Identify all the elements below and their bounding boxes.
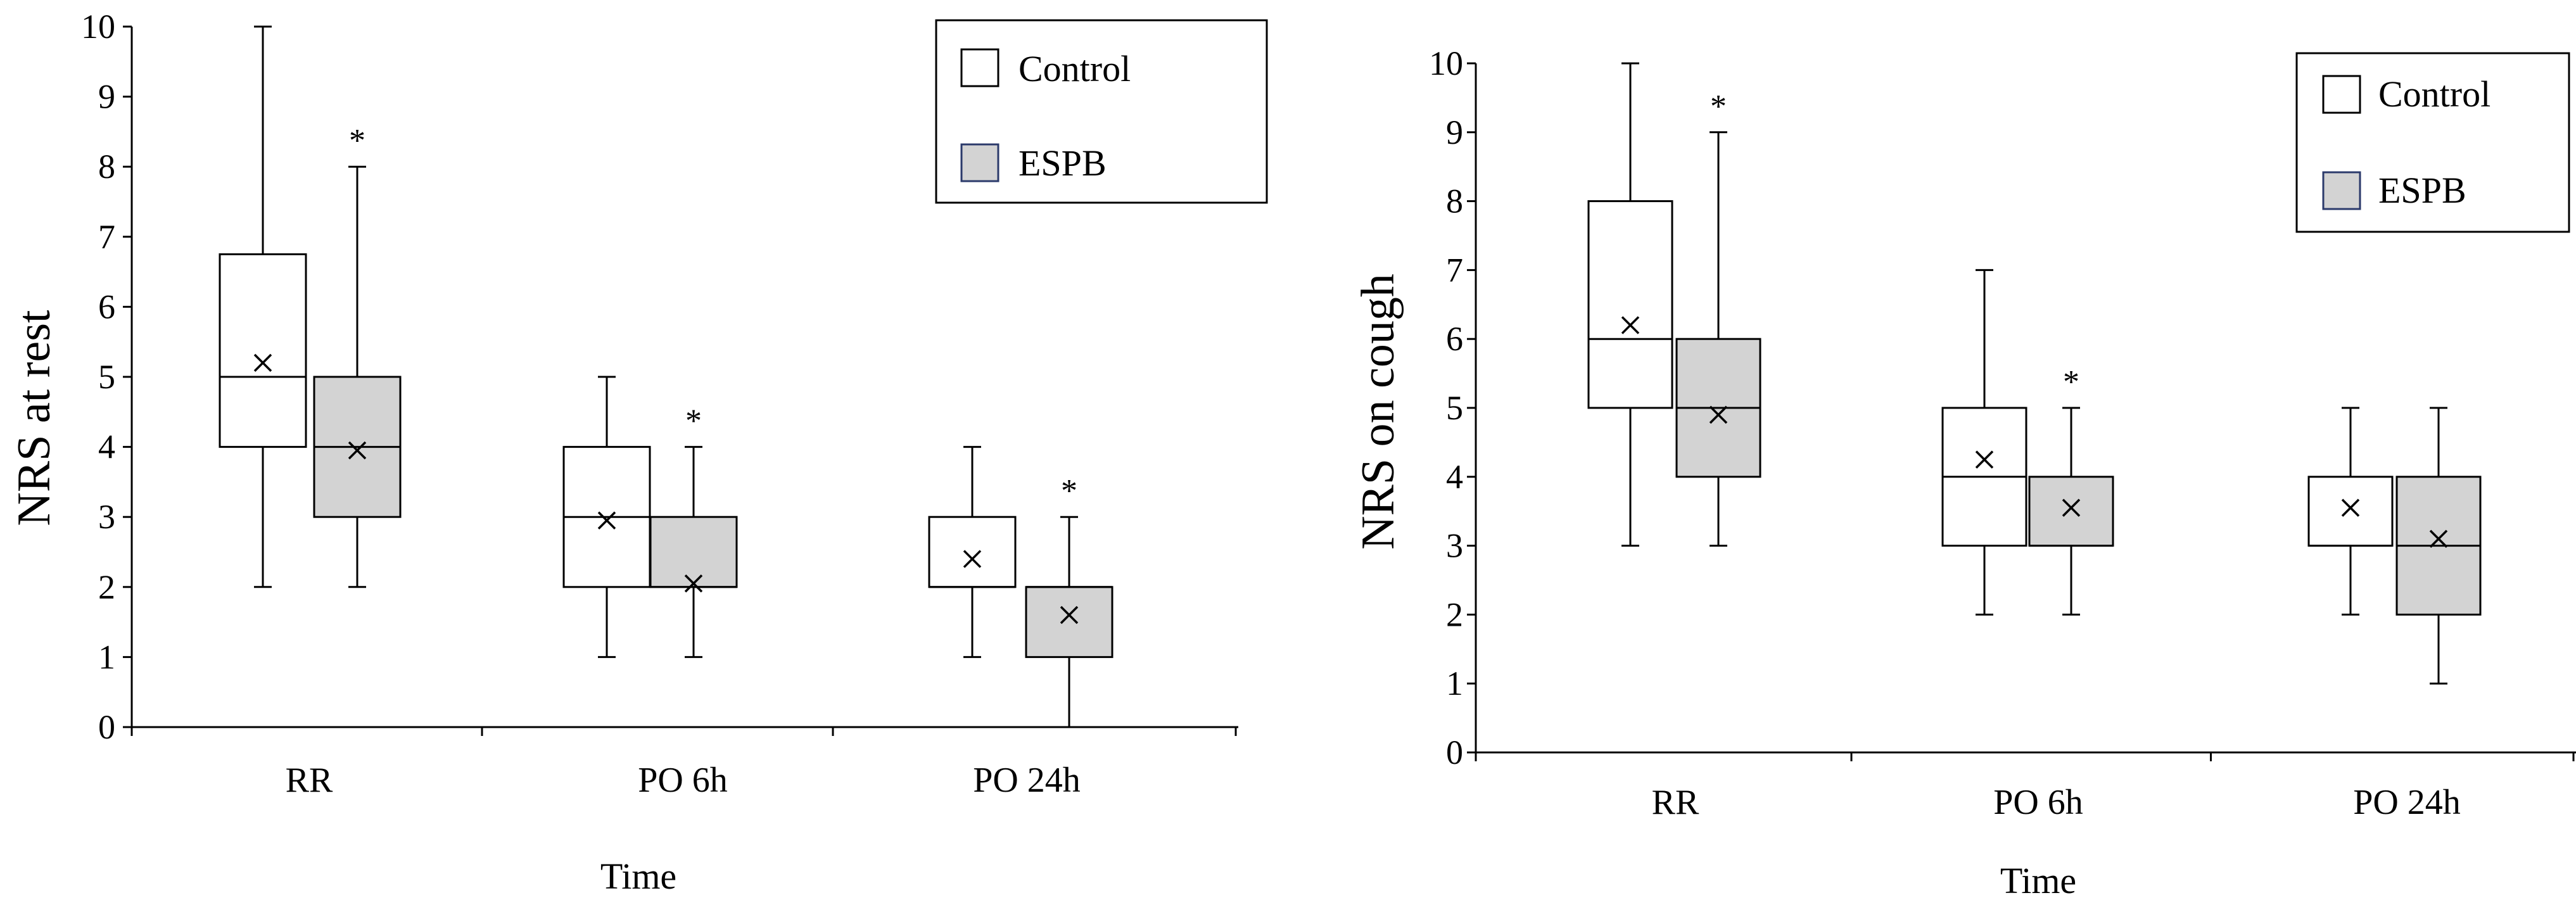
y-axis-label: NRS at rest [8,310,60,526]
box-espb-po-24h [2395,407,2482,685]
legend-label-espb: ESPB [1018,143,1107,184]
mean-marker [1709,405,1728,424]
box-iqr [2028,476,2114,547]
x-axis-label: Time [600,856,676,897]
legend-label-control: Control [2378,73,2490,115]
y-tick-label-10: 10 [81,8,115,46]
box-iqr [928,516,1017,588]
mean-marker [1975,450,1994,469]
axes [1467,62,2576,761]
mean-marker [1060,605,1079,624]
significance-star: * [349,123,365,159]
y-axis-label: NRS on cough [1352,274,1404,550]
y-tick-label-5: 5 [98,358,115,396]
box-plots: * * * [219,25,1114,728]
axes [123,25,1238,736]
mean-marker [684,574,703,593]
mean-marker [2341,498,2360,517]
y-tick-label-6: 6 [1446,320,1463,358]
y-tick-label-10: 10 [1429,44,1463,82]
y-tick-label-5: 5 [1446,389,1463,427]
y-tick-label-8: 8 [1446,182,1463,220]
mean-marker [963,550,982,568]
box-espb-rr: * [1675,89,1761,547]
legend-swatch-espb [2322,171,2361,210]
y-tick-label-9: 9 [1446,113,1463,151]
significance-star: * [685,403,702,440]
legend-swatch-control [960,48,999,87]
y-tick-label-1: 1 [1446,664,1463,702]
mean-marker [2429,529,2448,548]
mean-marker [253,353,272,372]
category-label-po-6h: PO 6h [638,761,728,800]
category-label-po-6h: PO 6h [1993,783,2083,822]
y-tick-label-0: 0 [1446,733,1463,771]
box-espb-po-24h: * [1025,473,1114,728]
mean-marker [348,441,367,460]
box-control-po-6h [562,376,651,658]
category-label-rr: RR [286,761,333,800]
y-tick-label-4: 4 [98,428,115,466]
category-label-po-24h: PO 24h [2353,783,2461,822]
legend-swatch-control [2322,75,2361,114]
significance-star: * [2063,364,2079,400]
y-tick-label-4: 4 [1446,458,1463,496]
box-control-po-24h [928,446,1017,658]
chart-nrs-at-rest: 0 1 2 3 4 5 6 7 8 9 10 * * * RR PO 6h PO 24h NRS at … [8,8,1268,897]
box-control-po-24h [2307,407,2394,616]
legend-label-espb: ESPB [2378,170,2466,211]
significance-star: * [1710,89,1727,125]
y-tick-label-3: 3 [98,498,115,536]
category-label-rr: RR [1652,783,1699,822]
y-tick-label-0: 0 [98,708,115,746]
y-tick-label-8: 8 [98,148,115,186]
y-tick-label-1: 1 [98,638,115,676]
mean-marker [597,511,616,529]
y-tick-labels: 0 1 2 3 4 5 6 7 8 9 10 [1429,44,1463,771]
box-control-rr [219,25,307,588]
box-control-rr [1587,62,1673,547]
category-label-po-24h: PO 24h [973,761,1081,800]
legend-swatch-espb [960,143,999,182]
box-espb-po-6h: * [2028,364,2114,616]
box-iqr [1025,586,1114,658]
y-tick-label-3: 3 [1446,527,1463,565]
y-tick-labels: 0 1 2 3 4 5 6 7 8 9 10 [81,8,115,746]
legend: Control ESPB [2295,52,2570,233]
y-tick-label-2: 2 [98,568,115,606]
y-tick-label-6: 6 [98,288,115,326]
legend-label-control: Control [1018,48,1131,89]
box-iqr [2307,476,2394,547]
box-iqr [1587,200,1673,409]
box-plots: ** [1587,62,2482,685]
x-axis-label: Time [2000,860,2076,900]
legend: Control ESPB [935,19,1268,204]
significance-star: * [1061,473,1077,509]
y-tick-label-7: 7 [98,218,115,256]
mean-marker [1621,316,1640,334]
box-iqr [649,516,738,588]
y-tick-label-2: 2 [1446,595,1463,633]
y-tick-label-9: 9 [98,78,115,116]
box-espb-po-6h: * [649,403,738,658]
y-tick-label-7: 7 [1446,251,1463,289]
box-iqr [219,253,307,448]
mean-marker [2062,498,2081,517]
box-espb-rr: * [313,123,402,588]
box-control-po-6h [1941,269,2027,616]
